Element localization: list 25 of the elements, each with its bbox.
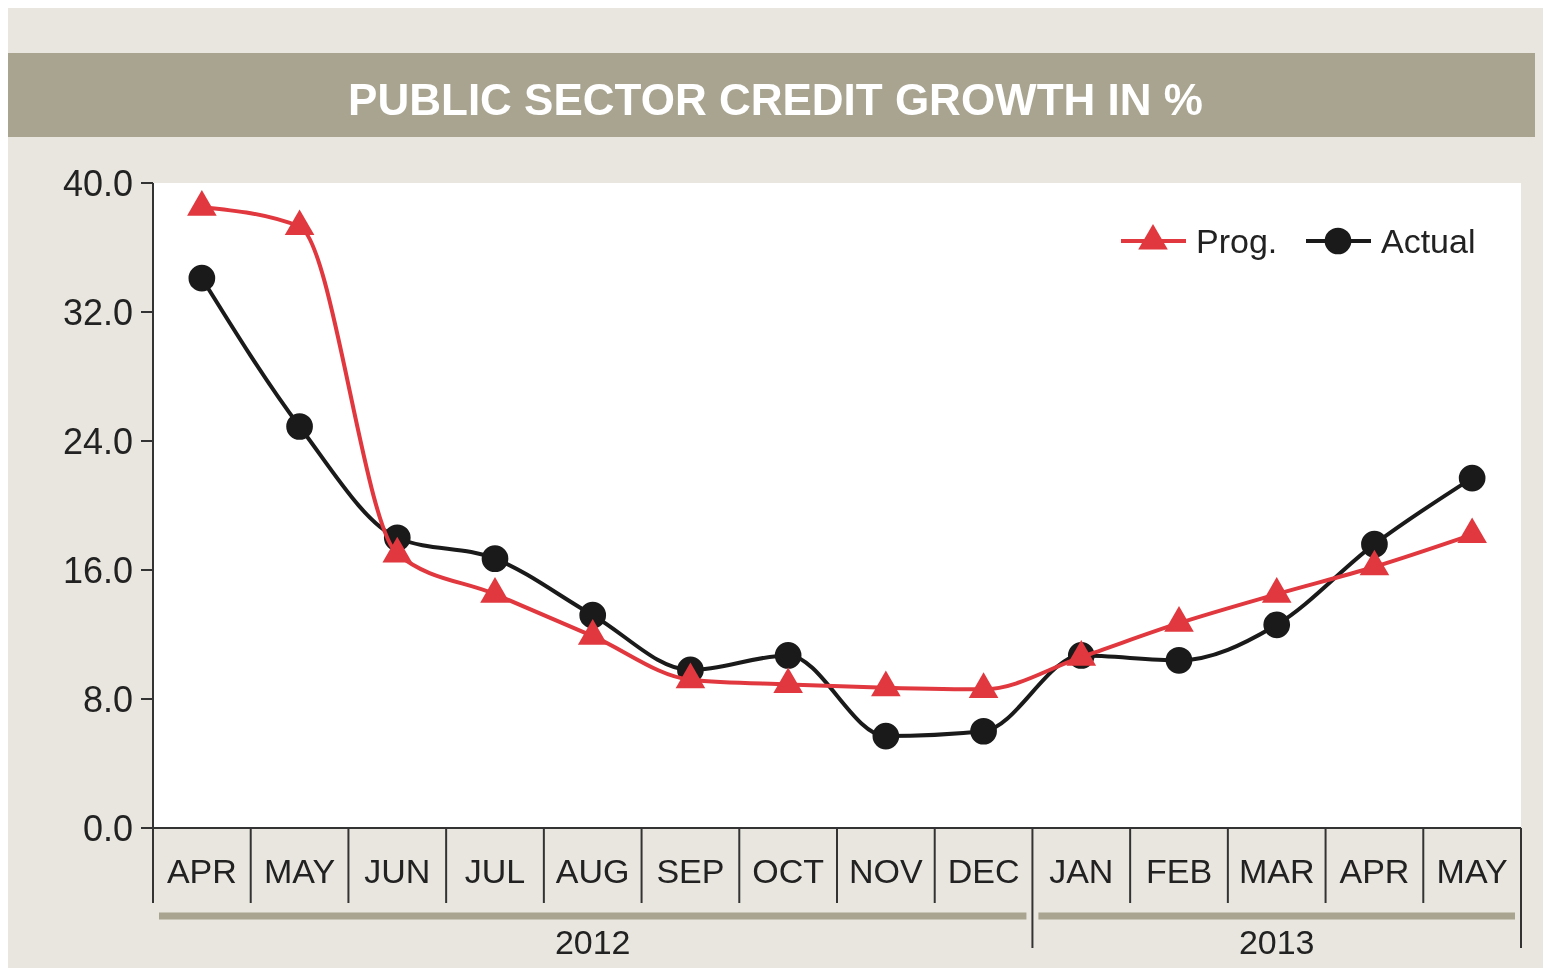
x-tick-label: FEB xyxy=(1145,852,1213,890)
y-tick-label: 8.0 xyxy=(82,678,133,720)
x-tick-label: JUL xyxy=(464,852,526,890)
x-tick-label: MAY xyxy=(1436,852,1508,890)
x-tick-label: OCT xyxy=(752,852,825,890)
x-tick-label: MAR xyxy=(1238,852,1315,890)
chart-title: PUBLIC SECTOR CREDIT GROWTH IN % xyxy=(348,75,1203,124)
x-tick-label: APR xyxy=(166,852,237,890)
x-tick-label: AUG xyxy=(555,852,630,890)
x-tick-label: JAN xyxy=(1049,852,1114,890)
text: 2013 xyxy=(1238,923,1315,961)
y-tick-label: 0.0 xyxy=(82,807,133,849)
x-tick-label: APR xyxy=(1339,852,1410,890)
legend-label: Actual xyxy=(1381,221,1476,260)
legend-label: Prog. xyxy=(1196,221,1278,260)
x-tick-label: DEC xyxy=(947,852,1020,890)
x-tick-label: JUN xyxy=(364,852,431,890)
x-tick-label: NOV xyxy=(849,852,924,890)
y-tick-label: 24.0 xyxy=(62,420,133,462)
x-tick-label: SEP xyxy=(656,852,725,890)
y-tick-label: 32.0 xyxy=(62,291,133,333)
text: 2012 xyxy=(554,923,631,961)
y-tick-label: 40.0 xyxy=(62,162,133,204)
y-tick-label: 16.0 xyxy=(62,549,133,591)
x-tick-label: MAY xyxy=(263,852,336,890)
